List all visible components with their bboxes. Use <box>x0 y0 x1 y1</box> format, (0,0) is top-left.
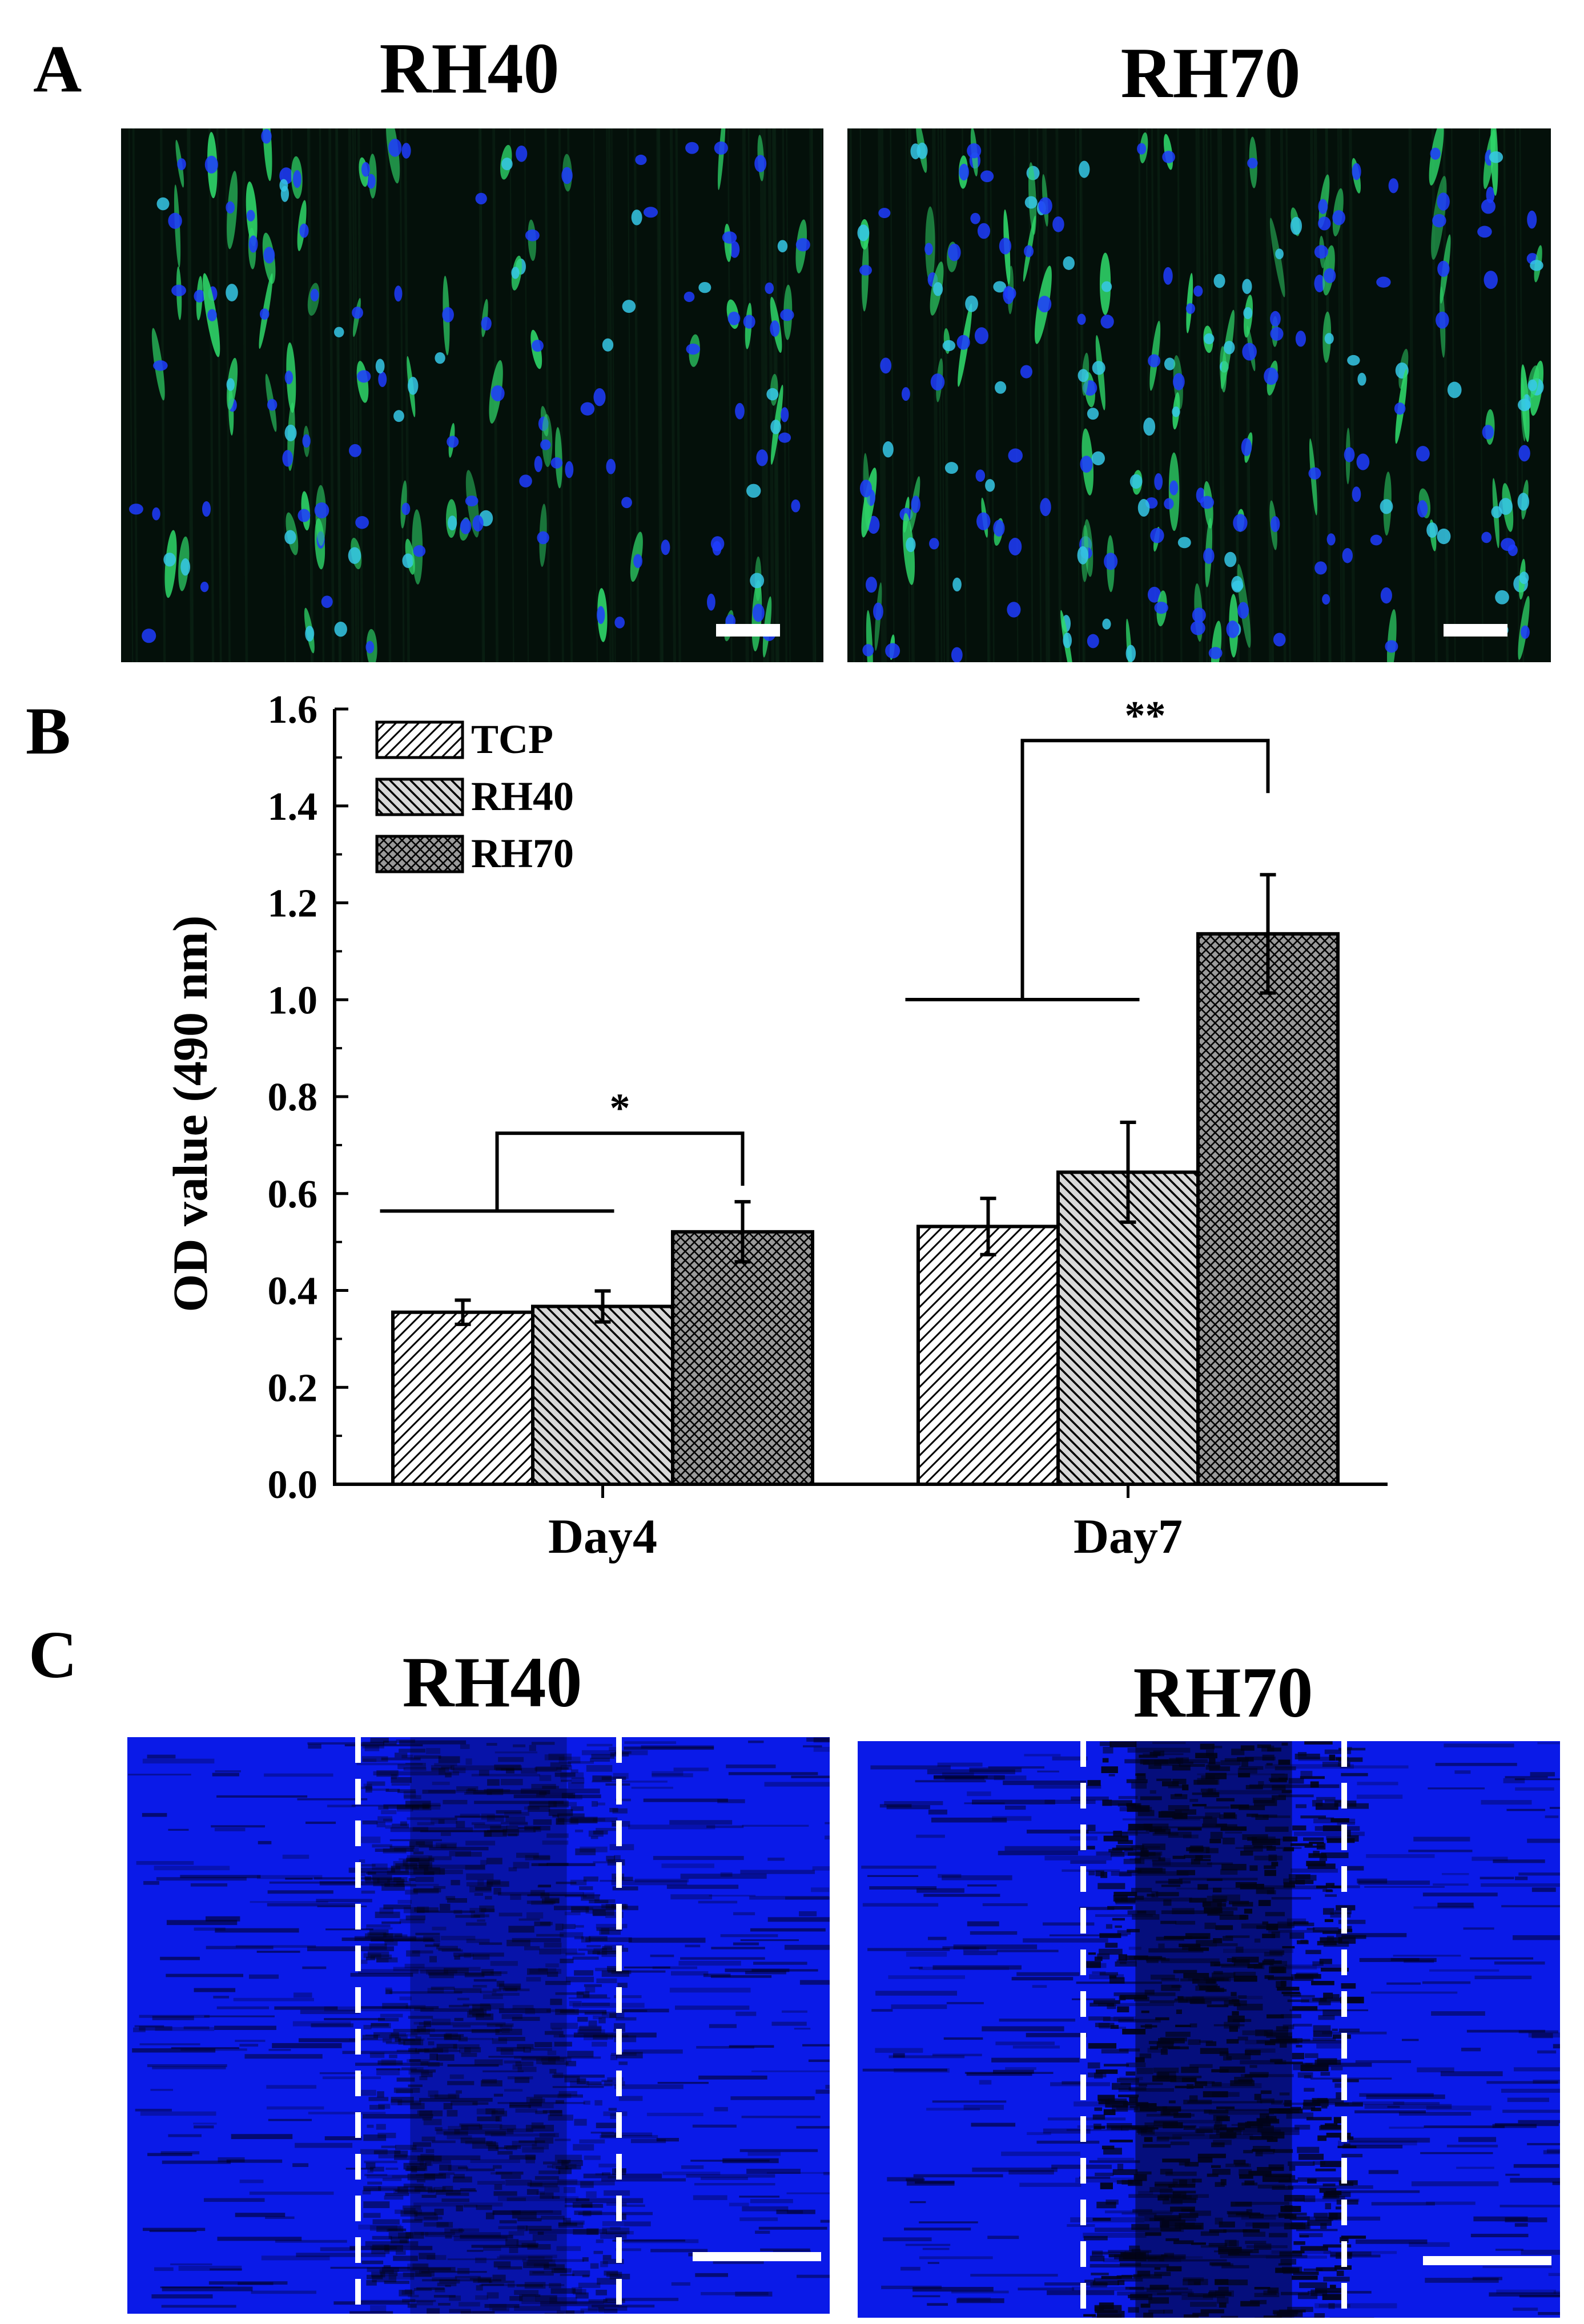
legend-swatch-rh70 <box>375 835 464 873</box>
x-tick-label: Day7 <box>1074 1509 1183 1564</box>
significance-label: ** <box>1125 692 1166 738</box>
panel-c-letter: C <box>29 1617 78 1692</box>
legend-swatch-tcp <box>375 720 464 759</box>
y-tick-label: 0.4 <box>268 1270 318 1314</box>
x-tick-label: Day4 <box>548 1509 657 1564</box>
significance-bracket <box>1020 739 1270 1000</box>
panel-c-image-rh70 <box>858 1741 1560 2318</box>
panel-c-title-rh70: RH70 <box>1133 1653 1313 1733</box>
scale-bar <box>693 2252 821 2261</box>
scale-bar <box>1444 624 1507 637</box>
y-tick-label: 1.4 <box>268 785 318 829</box>
panel-a-title-rh70: RH70 <box>1120 34 1301 113</box>
panel-a-image-rh40 <box>121 128 823 662</box>
y-tick-label: 1.2 <box>268 882 318 926</box>
y-tick-label: 0.8 <box>268 1076 318 1119</box>
y-tick-label: 0.0 <box>268 1463 318 1507</box>
bar-rh40-day4 <box>531 1304 674 1487</box>
panel-a-title-rh40: RH40 <box>379 29 560 108</box>
legend-label-rh40: RH40 <box>471 774 574 819</box>
panel-a-image-rh70 <box>847 128 1551 662</box>
scale-bar <box>716 624 780 637</box>
bar-rh70-day4 <box>671 1230 814 1487</box>
scale-bar <box>1423 2256 1551 2265</box>
panel-a-letter: A <box>33 31 82 106</box>
panel-c-title-rh40: RH40 <box>402 1643 582 1722</box>
legend-label-rh70: RH70 <box>471 831 574 876</box>
y-tick-label: 1.0 <box>268 978 318 1022</box>
y-axis-label: OD value (490 nm) <box>163 915 218 1312</box>
bar-rh70-day7 <box>1196 932 1340 1486</box>
y-tick-label: 1.6 <box>268 688 318 732</box>
legend-swatch-rh40 <box>375 778 464 816</box>
panel-b-letter: B <box>26 694 71 768</box>
bar-tcp-day4 <box>391 1310 534 1487</box>
bar-rh40-day7 <box>1056 1170 1200 1486</box>
panel-c-image-rh40 <box>127 1737 830 2314</box>
significance-bracket <box>495 1131 745 1211</box>
y-tick-label: 0.6 <box>268 1173 318 1217</box>
legend-label-tcp: TCP <box>471 716 553 762</box>
bar-tcp-day7 <box>916 1225 1060 1487</box>
y-tick-label: 0.2 <box>268 1366 318 1410</box>
significance-label: * <box>610 1085 630 1131</box>
